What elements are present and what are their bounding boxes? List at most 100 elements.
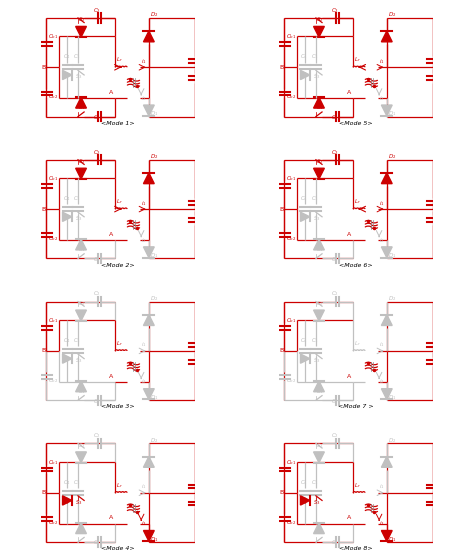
Text: <Mode 3>: <Mode 3> — [101, 404, 135, 409]
Text: $S_3$: $S_3$ — [313, 72, 320, 81]
Bar — [445, 59, 452, 75]
Text: $S_3$: $S_3$ — [75, 214, 82, 223]
Text: $C_2$: $C_2$ — [93, 148, 101, 157]
Text: $D_1$: $D_1$ — [388, 393, 397, 402]
Text: $S_2$: $S_2$ — [78, 441, 85, 450]
Polygon shape — [314, 239, 324, 250]
Text: A: A — [109, 232, 113, 237]
Text: $D_1$: $D_1$ — [150, 393, 159, 402]
Text: $D_1$: $D_1$ — [150, 251, 159, 260]
Text: $i_2$: $i_2$ — [141, 377, 147, 386]
Text: B: B — [280, 65, 284, 70]
Text: $D_1$: $D_1$ — [150, 535, 159, 544]
Text: $i_2$: $i_2$ — [379, 94, 385, 102]
Polygon shape — [63, 354, 72, 363]
Text: $i_2$: $i_2$ — [141, 236, 147, 245]
Text: $C_3$: $C_3$ — [73, 336, 81, 345]
Text: $C_{b1}$: $C_{b1}$ — [286, 316, 296, 325]
Text: <Mode 6>: <Mode 6> — [339, 263, 373, 268]
Text: $S_3$: $S_3$ — [313, 214, 320, 223]
Bar — [445, 343, 452, 358]
Text: B: B — [42, 65, 46, 70]
Text: $C_4$: $C_4$ — [63, 194, 70, 203]
Text: $C_{b2}$: $C_{b2}$ — [286, 376, 296, 385]
Polygon shape — [382, 247, 392, 258]
Polygon shape — [63, 496, 72, 505]
Text: $C_{b1}$: $C_{b1}$ — [286, 458, 296, 466]
Text: $S_2$: $S_2$ — [316, 441, 323, 450]
Polygon shape — [314, 452, 324, 463]
Polygon shape — [314, 97, 324, 108]
Text: $C_{b1}$: $C_{b1}$ — [48, 458, 58, 466]
Text: $C_{b2}$: $C_{b2}$ — [48, 92, 58, 101]
Text: $D_2$: $D_2$ — [150, 11, 159, 20]
Text: $S_1$: $S_1$ — [316, 529, 323, 538]
Text: $S_1$: $S_1$ — [316, 245, 323, 254]
Polygon shape — [382, 456, 392, 467]
Text: $S_2$: $S_2$ — [78, 15, 85, 24]
Polygon shape — [301, 354, 310, 363]
Text: <Mode 7 >: <Mode 7 > — [338, 404, 374, 409]
Polygon shape — [76, 523, 86, 534]
Text: $C_1$: $C_1$ — [331, 113, 339, 122]
Text: $i_2$: $i_2$ — [379, 236, 385, 245]
Text: $C_3$: $C_3$ — [73, 52, 81, 61]
Text: $D_2$: $D_2$ — [388, 152, 397, 161]
Text: $D_1$: $D_1$ — [150, 109, 159, 118]
Text: $i_1$: $i_1$ — [379, 57, 385, 66]
Text: A: A — [346, 516, 351, 520]
Text: $C_{b2}$: $C_{b2}$ — [286, 518, 296, 526]
Polygon shape — [76, 381, 86, 392]
Text: $D_2$: $D_2$ — [388, 11, 397, 20]
Text: $S_1$: $S_1$ — [78, 245, 86, 254]
Polygon shape — [382, 105, 392, 116]
Bar — [207, 202, 214, 217]
Text: $i_2$: $i_2$ — [379, 519, 385, 528]
Polygon shape — [76, 168, 86, 179]
Text: $C_{b1}$: $C_{b1}$ — [48, 32, 58, 41]
Text: $C_2$: $C_2$ — [331, 431, 339, 440]
Text: $C_3$: $C_3$ — [311, 478, 319, 487]
Polygon shape — [301, 496, 310, 505]
Text: $C_1$: $C_1$ — [93, 539, 101, 548]
Text: $C_{b2}$: $C_{b2}$ — [286, 234, 296, 243]
Text: <Mode 1>: <Mode 1> — [101, 121, 135, 126]
Text: $C_4$: $C_4$ — [301, 52, 308, 61]
Text: $S_2$: $S_2$ — [316, 157, 323, 166]
Text: $i_1$: $i_1$ — [141, 340, 147, 349]
Text: $C_1$: $C_1$ — [331, 255, 339, 264]
Text: B: B — [280, 207, 284, 212]
Text: <Mode 2>: <Mode 2> — [101, 263, 135, 268]
Text: $i_1$: $i_1$ — [141, 199, 147, 208]
Text: $i_1$: $i_1$ — [379, 482, 385, 491]
Text: $D_2$: $D_2$ — [150, 436, 159, 445]
Text: $C_{b2}$: $C_{b2}$ — [48, 376, 58, 385]
Text: $S_2$: $S_2$ — [316, 15, 323, 24]
Text: $L_r$: $L_r$ — [355, 197, 361, 206]
Text: $C_{b2}$: $C_{b2}$ — [286, 92, 296, 101]
Text: B: B — [280, 490, 284, 495]
Polygon shape — [144, 389, 154, 399]
Polygon shape — [382, 315, 392, 325]
Text: $D_3$: $D_3$ — [61, 72, 69, 81]
Text: $S_1$: $S_1$ — [316, 103, 323, 112]
Text: $C_4$: $C_4$ — [63, 52, 70, 61]
Text: B: B — [280, 348, 284, 353]
Polygon shape — [382, 173, 392, 184]
Text: $S_1$: $S_1$ — [78, 103, 86, 112]
Text: $C_2$: $C_2$ — [93, 431, 101, 440]
Text: $C_{b2}$: $C_{b2}$ — [48, 234, 58, 243]
Text: <Mode 5>: <Mode 5> — [339, 121, 373, 126]
Text: $i_2$: $i_2$ — [141, 94, 147, 102]
Text: $C_4$: $C_4$ — [63, 478, 70, 487]
Text: $D_3$: $D_3$ — [299, 356, 307, 365]
Polygon shape — [144, 105, 154, 116]
Polygon shape — [76, 452, 86, 463]
Polygon shape — [144, 31, 154, 42]
Text: B: B — [42, 207, 46, 212]
Bar — [445, 202, 452, 217]
Text: $D_1$: $D_1$ — [388, 251, 397, 260]
Text: $C_1$: $C_1$ — [93, 113, 101, 122]
Text: $D_2$: $D_2$ — [150, 152, 159, 161]
Bar — [445, 485, 452, 501]
